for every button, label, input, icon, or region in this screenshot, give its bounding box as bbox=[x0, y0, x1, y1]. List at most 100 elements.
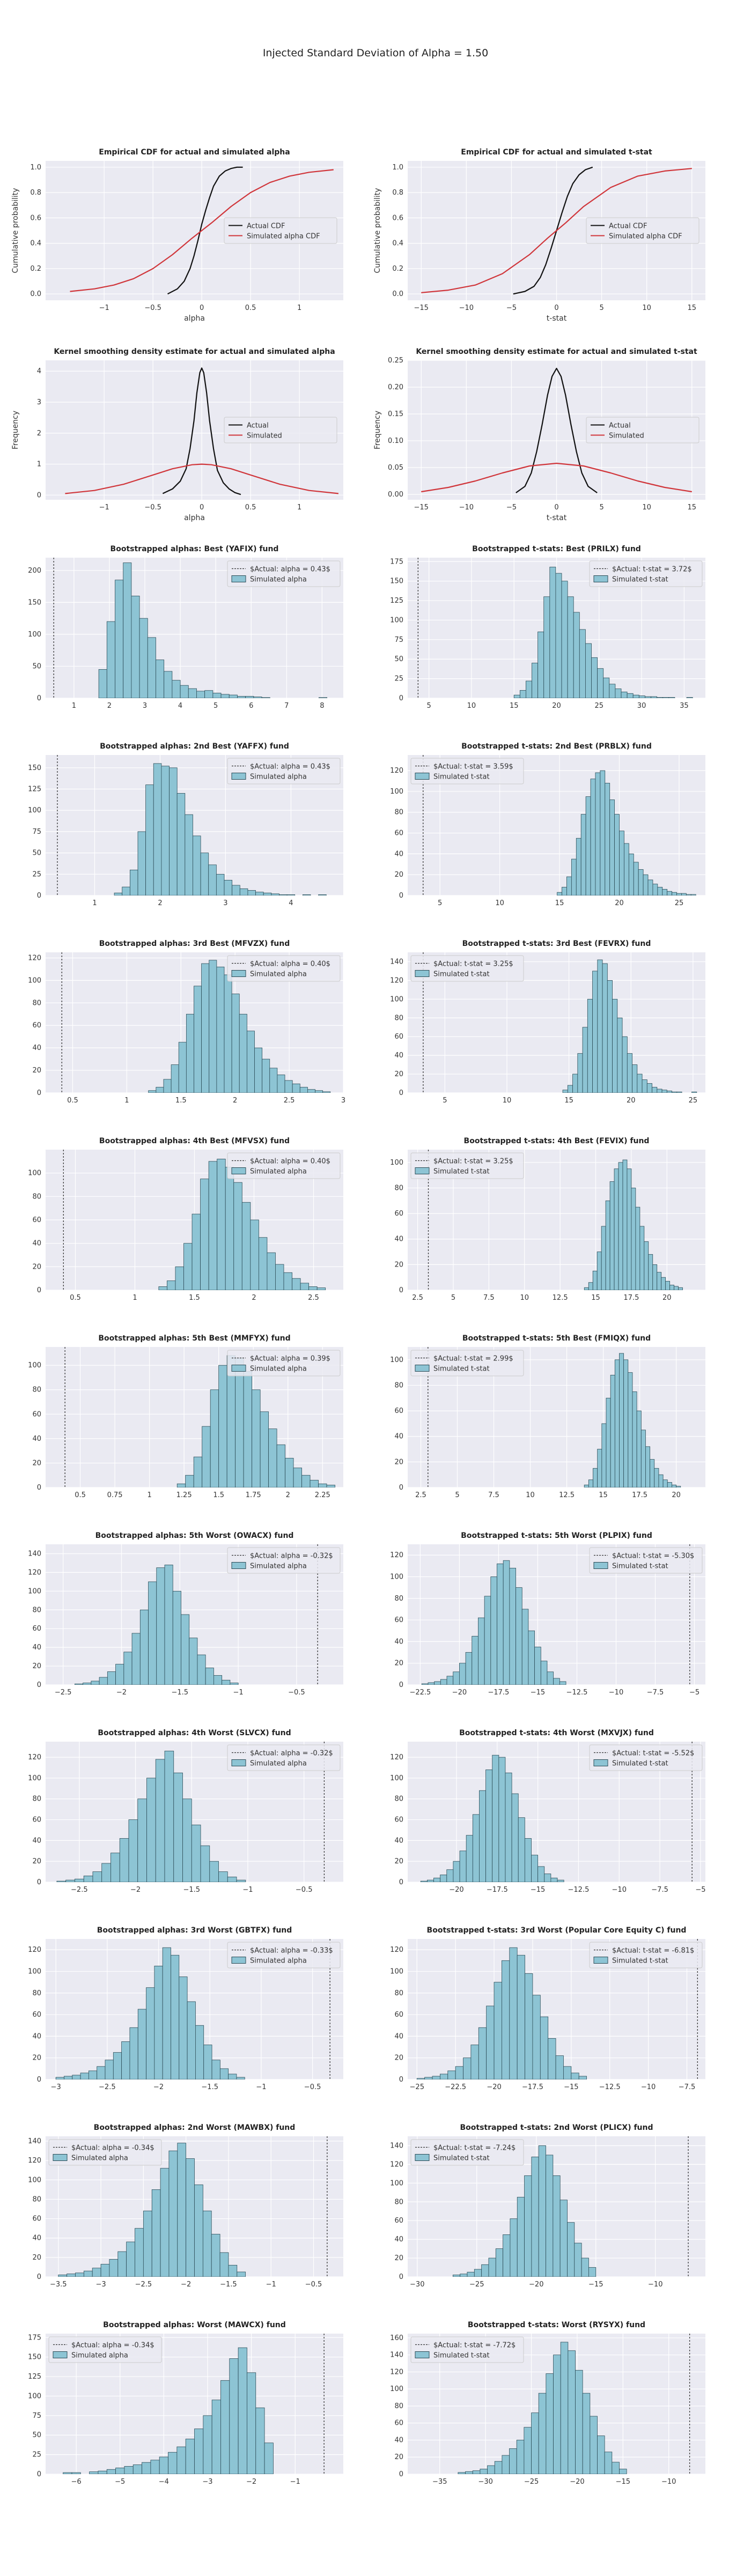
y-tick-label: 50 bbox=[32, 849, 41, 857]
histogram-bar bbox=[591, 657, 598, 698]
histogram-bar bbox=[194, 2429, 204, 2474]
x-tick-label: −6 bbox=[71, 2478, 82, 2486]
histogram-bar bbox=[137, 2009, 146, 2079]
histogram-bar bbox=[657, 1089, 662, 1093]
x-tick-label: −0.5 bbox=[288, 1689, 305, 1697]
legend-label: Simulated alpha CDF bbox=[247, 233, 320, 241]
histogram-bar bbox=[307, 1089, 315, 1093]
y-tick-label: 60 bbox=[394, 2419, 403, 2427]
x-tick-label: 0.5 bbox=[70, 1294, 81, 1302]
histogram-bar bbox=[75, 1878, 84, 1882]
histogram-bar bbox=[627, 1168, 632, 1290]
histogram-bar bbox=[592, 971, 598, 1093]
histogram-bar bbox=[561, 581, 568, 698]
y-tick-label: 80 bbox=[32, 1795, 41, 1803]
histogram-bar bbox=[538, 631, 544, 698]
histogram-bar bbox=[488, 2257, 496, 2277]
histogram-bar bbox=[494, 2461, 503, 2474]
x-tick-label: −2.5 bbox=[71, 1886, 88, 1894]
histogram-bar bbox=[609, 684, 616, 698]
y-tick-label: 0 bbox=[37, 1286, 41, 1294]
histogram-bar bbox=[83, 1683, 92, 1685]
histogram-bar bbox=[135, 2228, 144, 2277]
histogram-bar bbox=[194, 2184, 203, 2277]
histogram-bar bbox=[154, 1965, 163, 2079]
histogram-bar bbox=[510, 2218, 518, 2277]
histogram-bar bbox=[538, 2393, 547, 2474]
histogram-bar bbox=[235, 1358, 244, 1487]
legend-label: $Actual: alpha = 0.40$ bbox=[250, 960, 330, 968]
histogram-bar bbox=[316, 1287, 326, 1290]
legend-3: Actual Simulated bbox=[586, 417, 700, 443]
histogram-bar bbox=[597, 2436, 605, 2474]
histogram-bar bbox=[299, 1087, 308, 1093]
legend-box bbox=[227, 1547, 341, 1574]
histogram-bar bbox=[236, 1879, 246, 1882]
legend-label: $Actual: t-stat = 3.25$ bbox=[433, 960, 513, 968]
panel-14: 2.5 5 7.5 10 12.5 15 17.5 20 0 20 40 60 80 100 Bootstr… bbox=[390, 1334, 705, 1499]
series-line-2 bbox=[65, 463, 339, 494]
x-tick-label: 1 bbox=[297, 304, 301, 312]
x-tick-label: 20 bbox=[672, 1491, 681, 1499]
histogram-bar bbox=[202, 1426, 211, 1487]
legend-box bbox=[410, 1350, 524, 1376]
histogram-bar bbox=[517, 2197, 525, 2277]
legend-label: $Actual: t-stat = -7.24$ bbox=[433, 2144, 516, 2152]
y-tick-label: 0 bbox=[37, 1089, 41, 1097]
y-tick-label: 20 bbox=[394, 871, 403, 879]
x-tick-label: 2 bbox=[286, 1491, 290, 1499]
histogram-bar bbox=[455, 2066, 463, 2079]
x-tick-label: −17.5 bbox=[487, 1886, 508, 1894]
histogram-bar bbox=[439, 2074, 448, 2079]
x-tick-label: −15 bbox=[414, 504, 429, 512]
histogram-bar bbox=[65, 1879, 75, 1882]
histogram-bar bbox=[459, 1850, 467, 1882]
plot-marks bbox=[452, 2136, 689, 2277]
panel-23: −6 −5 −4 −3 −2 −1 0 25 50 75 100 125 150 175 Bootstrap… bbox=[28, 2321, 343, 2486]
histogram-bar bbox=[326, 1485, 335, 1487]
x-tick-label: 8 bbox=[320, 702, 324, 710]
y-tick-label: 100 bbox=[28, 1587, 41, 1595]
histogram-bar bbox=[92, 1871, 102, 1882]
legend-box bbox=[48, 2336, 162, 2363]
y-tick-label: 125 bbox=[28, 786, 41, 794]
x-tick-label: −17.5 bbox=[522, 2083, 543, 2091]
y-tick-label: 120 bbox=[390, 2368, 403, 2376]
histogram-bar bbox=[652, 1264, 658, 1290]
legend-box bbox=[227, 1744, 341, 1771]
histogram-bar bbox=[502, 2455, 510, 2474]
legend-box bbox=[227, 560, 341, 587]
histogram-bar bbox=[575, 2370, 583, 2474]
histogram-bar bbox=[107, 1671, 116, 1685]
x-tick-label: 17.5 bbox=[623, 1294, 639, 1302]
legend-label: Simulated t-stat bbox=[612, 1563, 668, 1571]
histogram-bar bbox=[115, 2467, 125, 2474]
histogram-bar bbox=[318, 894, 327, 895]
histogram-bar bbox=[194, 986, 202, 1093]
histogram-bar bbox=[621, 691, 628, 698]
legend-label: Simulated alpha bbox=[250, 1957, 307, 1965]
histogram-bar bbox=[151, 2189, 161, 2277]
legend-box bbox=[227, 1942, 341, 1968]
x-tick-label: −20 bbox=[452, 1689, 467, 1697]
histogram-bar bbox=[582, 1027, 588, 1093]
histogram-bar bbox=[168, 2150, 178, 2277]
x-tick-label: −15 bbox=[588, 2281, 603, 2289]
y-tick-label: 80 bbox=[394, 1989, 403, 1997]
legend-box bbox=[227, 1152, 341, 1179]
histogram-bar bbox=[129, 2027, 138, 2079]
histogram-bar bbox=[557, 1879, 564, 1882]
y-tick-label: 0.10 bbox=[388, 437, 403, 445]
histogram-bar bbox=[175, 1266, 184, 1290]
y-tick-label: 40 bbox=[394, 2436, 403, 2444]
histogram-bar bbox=[245, 696, 254, 698]
y-tick-label: 120 bbox=[390, 767, 403, 775]
x-tick-label: −10 bbox=[609, 1689, 623, 1697]
y-tick-label: 80 bbox=[394, 809, 403, 817]
legend-label: $Actual: t-stat = 3.72$ bbox=[612, 566, 692, 574]
histogram-bar bbox=[264, 2442, 274, 2474]
histogram-bar bbox=[524, 2175, 532, 2277]
x-tick-label: 5 bbox=[599, 304, 603, 312]
y-tick-label: 80 bbox=[394, 1014, 403, 1022]
histogram-bar bbox=[180, 685, 189, 698]
